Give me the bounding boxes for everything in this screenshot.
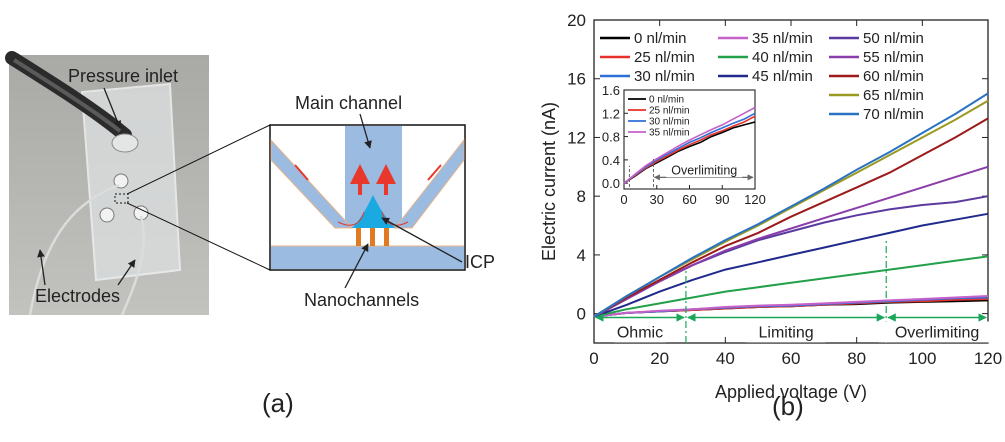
icp-label: ICP [465,252,495,272]
electrodes-label: Electrodes [35,286,120,306]
regime-label-bg [878,321,996,343]
y-tick-label: 0 [577,305,586,324]
y-tick-label: 20 [567,11,586,30]
series-line-0-nl-min [593,299,989,318]
inset-legend-label-30-nl-min: 30 nl/min [649,117,690,128]
legend-label-60-nl-min: 60 nl/min [863,68,924,85]
nanochannels-label: Nanochannels [304,290,419,310]
regime-label-ohmic: Ohmic [617,325,663,342]
zoom-line-bottom [126,202,271,271]
device-photo [5,51,209,316]
inset-legend-label-0-nl-min: 0 nl/min [649,95,684,106]
inset-series-line-30-nl-min [623,112,756,184]
legend-label-65-nl-min: 65 nl/min [863,87,924,104]
legend-label-25-nl-min: 25 nl/min [634,49,695,66]
series-line-25-nl-min [593,298,989,318]
inset-y-tick-label: 0.4 [602,153,620,168]
y-tick-label: 4 [577,246,586,265]
series-line-55-nl-min [593,165,989,318]
inset-x-tick-label: 120 [744,192,766,207]
inset-y-tick-label: 0.0 [602,176,620,191]
legend-label-30-nl-min: 30 nl/min [634,68,695,85]
x-tick-label: 20 [650,349,669,368]
inset-x-tick-label: 90 [715,192,729,207]
inset-x-tick-label: 30 [650,192,664,207]
legend-label-70-nl-min: 70 nl/min [863,106,924,123]
legend-label-0-nl-min: 0 nl/min [634,30,687,47]
inset-regime-label-overlimiting: Overlimiting [671,163,737,177]
inset-legend-label-25-nl-min: 25 nl/min [649,106,690,117]
pressure-inlet-label: Pressure inlet [68,66,178,86]
series-line-40-nl-min [593,255,989,318]
series-line-45-nl-min [593,212,989,318]
inset-y-tick-label: 0.8 [602,130,620,145]
x-tick-label: 40 [716,349,735,368]
regime-label-limiting: Limiting [759,325,814,342]
x-tick-label: 0 [589,349,598,368]
inset-x-tick-label: 0 [620,192,627,207]
regime-label-bg [746,321,826,343]
main-plot: 0 20 40 60 80 100 120 0 4 8 12 16 20 Applied voltage … [539,11,1002,402]
series-line-70-nl-min [593,92,989,318]
legend-label-55-nl-min: 55 nl/min [863,49,924,66]
inset-plot: 0 30 60 90 120 0.0 0.4 0.8 1.2 1.6 Overlimiting 0 n… [602,83,766,207]
x-tick-label: 80 [847,349,866,368]
legend-label-45-nl-min: 45 nl/min [752,68,813,85]
inset-legend-label-35-nl-min: 35 nl/min [649,128,690,139]
inset-y-tick-label: 1.2 [602,106,620,121]
regime-label-bg [613,321,666,343]
zoom-line-top [126,124,271,195]
panel-b-label: (b) [772,391,804,421]
x-tick-label: 120 [974,349,1002,368]
legend-label-40-nl-min: 40 nl/min [752,49,813,66]
icp-pointer [381,217,463,263]
y-axis-label: Electric current (nA) [539,102,559,261]
legend-label-35-nl-min: 35 nl/min [752,30,813,47]
pressure-inlet-pointer [103,87,122,129]
x-tick-label: 100 [908,349,936,368]
series-line-35-nl-min [593,295,989,318]
main-channel-pointer [359,113,372,149]
series-line-60-nl-min [593,117,989,318]
electrodes-pointer-left [37,249,46,286]
inset-label-bg [666,163,743,178]
inset-y-tick-label: 1.6 [602,83,620,98]
panel-a-label: (a) [262,388,294,418]
y-tick-label: 16 [567,70,586,89]
inset-x-tick-label: 60 [682,192,696,207]
legend-label-50-nl-min: 50 nl/min [863,30,924,47]
x-tick-label: 60 [782,349,801,368]
inset-series-line-25-nl-min [623,115,756,184]
nanochannels-pointer [344,243,369,289]
regime-label-overlimiting: Overlimiting [895,325,979,342]
main-channel-label: Main channel [295,93,402,113]
y-tick-label: 12 [567,128,586,147]
electrodes-pointer-right [117,259,136,286]
y-tick-label: 8 [577,187,586,206]
inset-series-line-35-nl-min [623,106,756,184]
x-axis-label: Applied voltage (V) [715,382,867,402]
